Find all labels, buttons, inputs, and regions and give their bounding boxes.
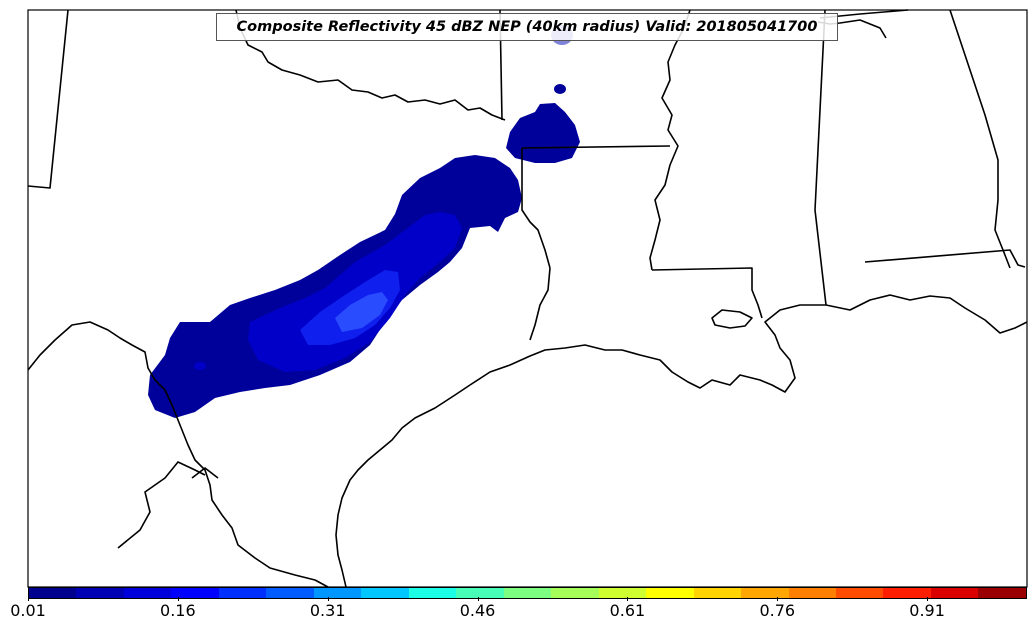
- colorbar-tick-label: 0.76: [759, 601, 796, 620]
- tx-ar-border: [521, 148, 551, 269]
- colorbar-segment: [693, 588, 742, 598]
- colorbar-segment: [218, 588, 267, 598]
- colorbar: [28, 587, 1027, 599]
- colorbar-tick-mark: [477, 597, 479, 601]
- colorbar-segment: [646, 588, 694, 598]
- colorbar-segment: [76, 588, 124, 598]
- colorbar-segment: [361, 588, 409, 598]
- colorbar-tick-label: 0.61: [609, 601, 646, 620]
- rio-grande: [27, 321, 329, 588]
- boundaries: [27, 9, 1028, 588]
- colorbar-segment: [313, 588, 362, 598]
- lake-pontchartrain: [711, 309, 753, 329]
- gulf-coast: [335, 294, 1028, 588]
- colorbar-tick-mark: [627, 597, 629, 601]
- mississippi-river: [649, 9, 691, 271]
- probability-cell-spot: [194, 362, 206, 370]
- mexico-state-line: [117, 461, 206, 549]
- colorbar-segment: [456, 588, 504, 598]
- colorbar-segment: [171, 588, 219, 598]
- la-ms-border: [651, 267, 763, 319]
- colorbar-tick-mark: [28, 597, 29, 601]
- colorbar-segment: [883, 588, 931, 598]
- colorbar-tick-mark: [927, 597, 929, 601]
- colorbar-segment: [598, 588, 647, 598]
- red-river-border: [235, 9, 506, 121]
- colorbar-tick-mark: [177, 597, 179, 601]
- fl-border: [864, 249, 1026, 268]
- colorbar-tick-label: 0.01: [10, 601, 46, 620]
- ar-la-border: [521, 145, 671, 149]
- probability-cell-dot: [554, 84, 566, 94]
- colorbar-segment: [551, 588, 599, 598]
- plot-title: Composite Reflectivity 45 dBZ NEP (40km …: [216, 13, 838, 41]
- colorbar-segment: [930, 588, 979, 598]
- nm-border: [27, 9, 69, 189]
- colorbar-segment: [835, 588, 884, 598]
- colorbar-tick-label: 0.31: [309, 601, 346, 620]
- colorbar-segment: [503, 588, 552, 598]
- colorbar-segment: [123, 588, 172, 598]
- probability-area-peak: [335, 292, 388, 332]
- sabine-river: [529, 267, 551, 341]
- colorbar-segment: [978, 588, 1026, 598]
- colorbar-segment: [408, 588, 457, 598]
- colorbar-segment: [266, 588, 314, 598]
- ms-al-border: [814, 9, 827, 306]
- colorbar-segment: [741, 588, 789, 598]
- colorbar-tick-label: 0.91: [909, 601, 945, 620]
- colorbar-tick-mark: [777, 597, 779, 601]
- map-background: [28, 10, 1027, 587]
- colorbar-tick-mark: [327, 597, 329, 601]
- colorbar-tick-label: 0.16: [160, 601, 196, 620]
- colorbar-tick-label: 0.46: [459, 601, 496, 620]
- mexico-state-line-2: [191, 467, 219, 479]
- colorbar-segment: [29, 588, 77, 598]
- colorbar-segment: [788, 588, 836, 598]
